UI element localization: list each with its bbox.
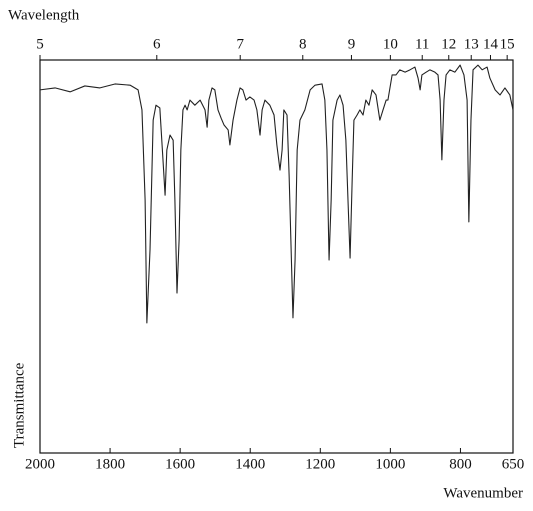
x2-tick-label: 6 (153, 36, 161, 52)
x-axis-title: Wavenumber (443, 485, 523, 501)
x-tick-label: 1400 (235, 456, 265, 472)
x-tick-label: 1200 (305, 456, 335, 472)
x2-axis-title: Wavelength (8, 7, 80, 23)
x2-tick-label: 8 (299, 36, 307, 52)
x-tick-label: 1800 (95, 456, 125, 472)
x2-tick-label: 14 (483, 36, 499, 52)
x2-tick-label: 7 (236, 36, 244, 52)
x-tick-label: 1000 (375, 456, 405, 472)
plot-frame (39, 59, 514, 454)
x2-tick-label: 15 (500, 36, 515, 52)
spectrum-line (39, 64, 514, 324)
x2-tick-label: 13 (464, 36, 479, 52)
x-tick-label: 650 (502, 456, 525, 472)
x2-tick-label: 12 (441, 36, 456, 52)
x2-tick-label: 10 (383, 36, 398, 52)
y-axis-title: Transmittance (11, 362, 27, 448)
x-tick-label: 800 (449, 456, 472, 472)
x2-tick-label: 11 (415, 36, 429, 52)
x2-tick-label: 9 (348, 36, 356, 52)
x-tick-label: 1600 (165, 456, 195, 472)
x-tick-label: 2000 (25, 456, 55, 472)
x2-tick-label: 5 (36, 36, 44, 52)
